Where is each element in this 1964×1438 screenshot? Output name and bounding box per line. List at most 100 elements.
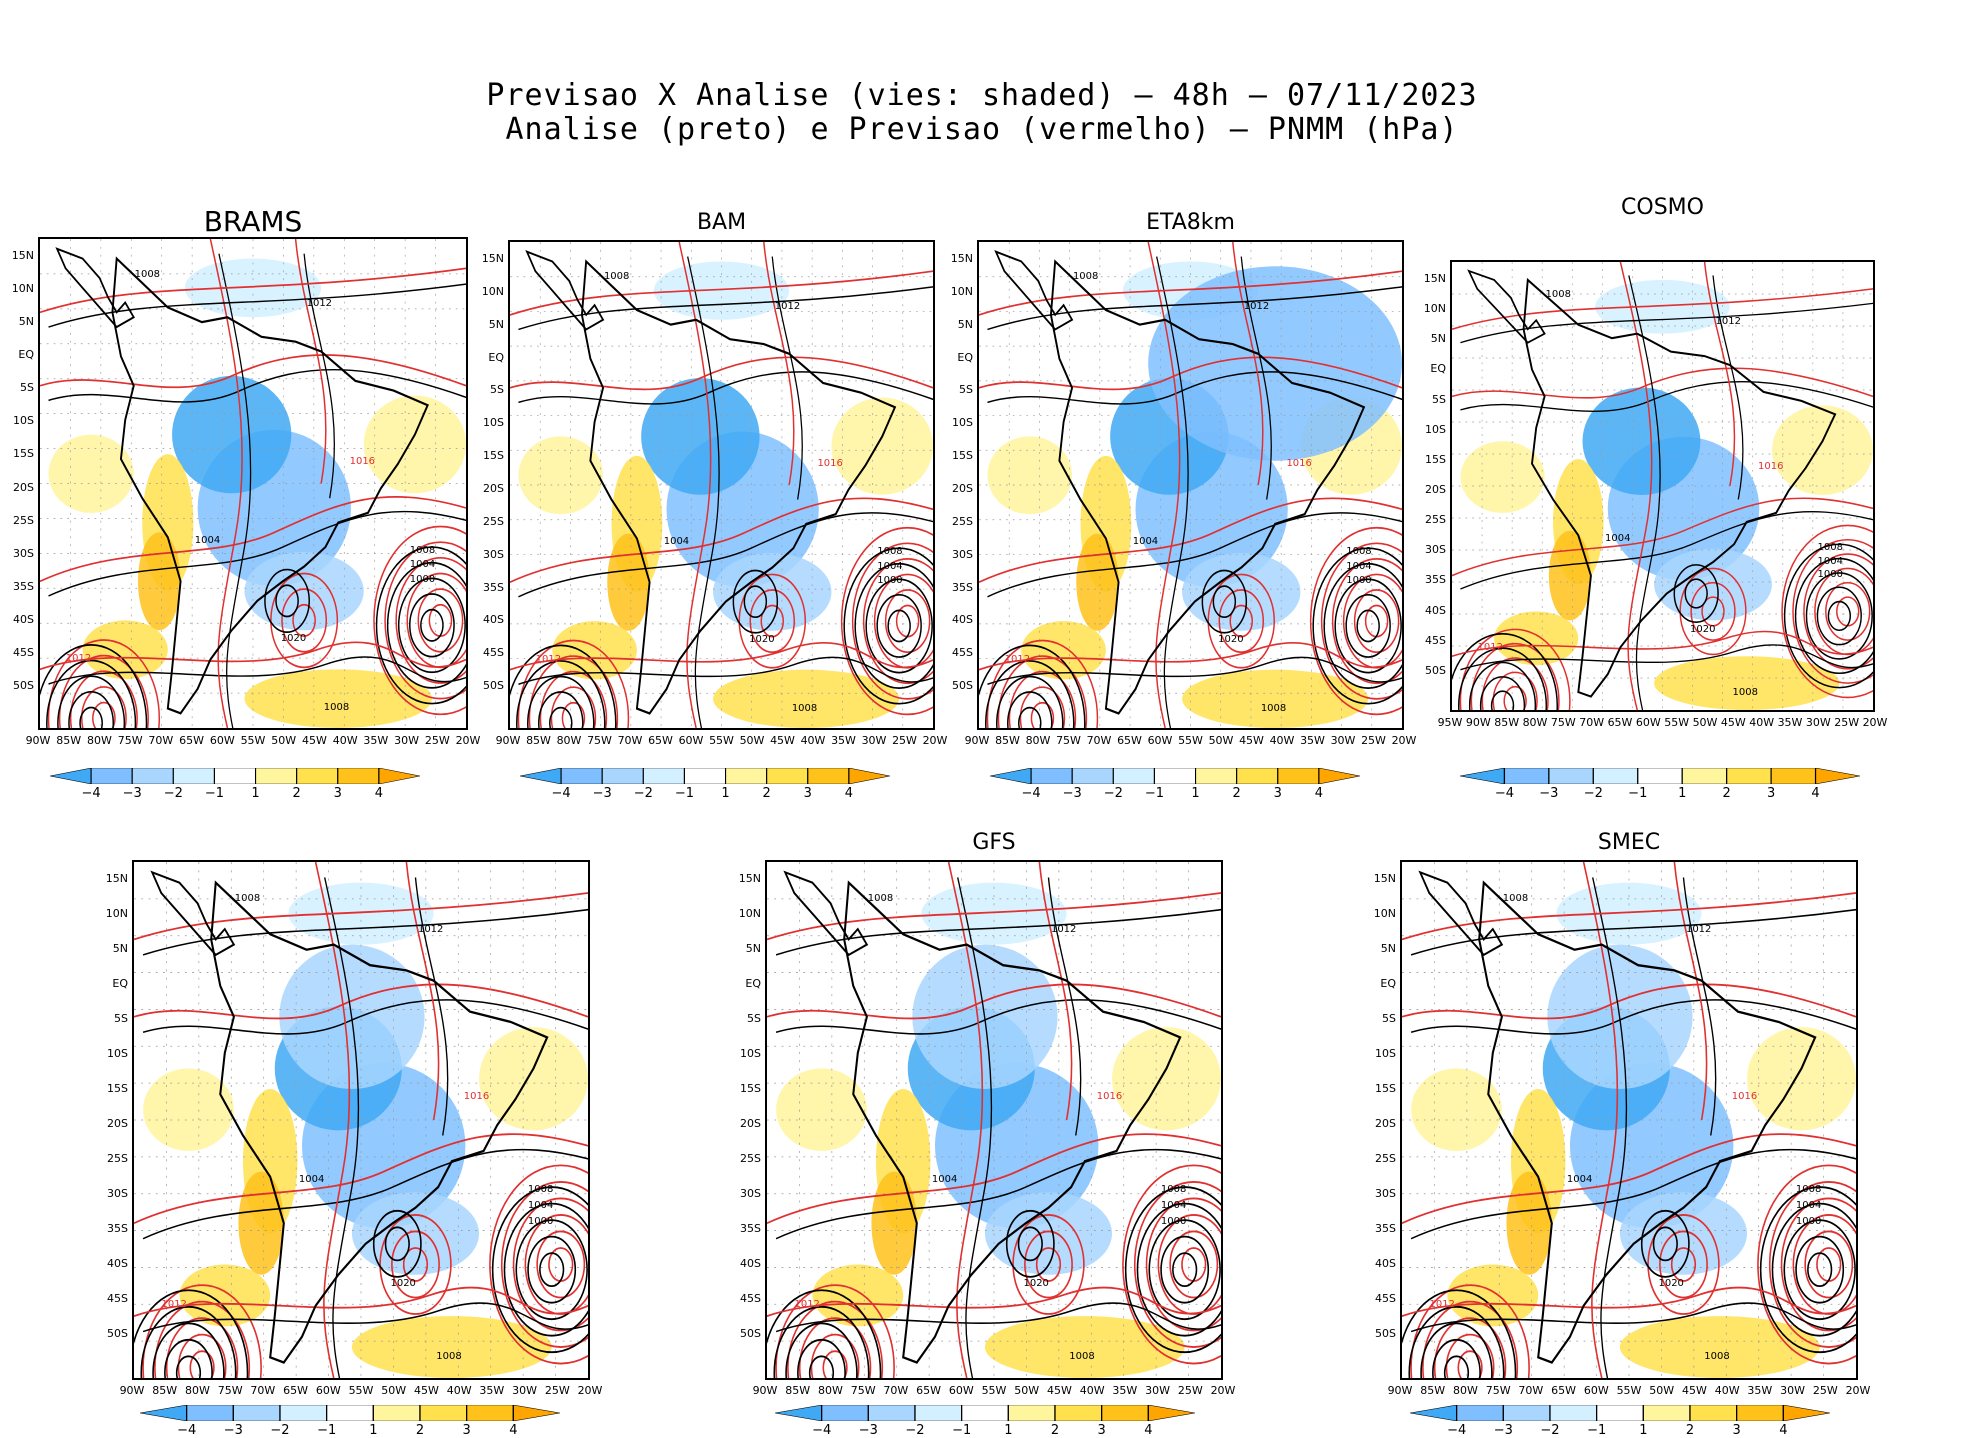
lon-label: 35W xyxy=(1112,1384,1138,1397)
lat-label: 20S xyxy=(740,1117,761,1130)
isobar-ring xyxy=(1410,1284,1530,1378)
lon-label: 25W xyxy=(544,1384,570,1397)
lon-label: 70W xyxy=(1518,1384,1544,1397)
lon-label: 65W xyxy=(916,1384,941,1397)
isobar-ring xyxy=(1794,557,1873,675)
colorbar-label: 1 xyxy=(1678,786,1687,801)
bias-shade-2 xyxy=(984,1192,1113,1275)
analysis-isobar xyxy=(987,371,1402,405)
lon-label: 60W xyxy=(1635,716,1661,729)
lon-label: 30W xyxy=(512,1384,537,1397)
bias-shade-5 xyxy=(831,397,933,495)
lat-label: 25S xyxy=(1375,1152,1396,1165)
isobar-ring xyxy=(177,1333,227,1378)
lat-label: 5S xyxy=(20,381,34,395)
isobar-label: 1020 xyxy=(280,633,307,645)
lon-label: 85W xyxy=(56,734,82,747)
lon-label: 75W xyxy=(587,734,612,747)
lat-label: 25S xyxy=(483,514,504,528)
analysis-isobar xyxy=(518,371,933,405)
colorbar-label: −2 xyxy=(905,1423,925,1438)
isobar-label: 1020 xyxy=(1690,623,1716,635)
colorbar-segment xyxy=(50,768,92,784)
analysis-isobar xyxy=(518,286,933,331)
colorbar-label: 2 xyxy=(762,786,771,801)
map-canvas xyxy=(134,862,588,1378)
lat-label: 10S xyxy=(952,416,973,430)
analysis-isobar xyxy=(1410,1302,1856,1333)
isobar-ring xyxy=(1481,657,1549,710)
lat-label: 15S xyxy=(107,1082,128,1095)
bias-shade-5 xyxy=(1747,1027,1856,1131)
isobar-ring xyxy=(1201,569,1248,634)
colorbar-label: 2 xyxy=(1050,1423,1060,1438)
isobar-ring xyxy=(384,1226,410,1262)
panel-title-0: BRAMS xyxy=(203,205,303,238)
colorbar-segment xyxy=(1503,768,1550,784)
isobar-label: 1008 xyxy=(134,268,161,280)
isobar-label: 1000 xyxy=(409,574,436,586)
forecast-isobar xyxy=(209,239,243,728)
lon-label: 85W xyxy=(995,734,1020,747)
colorbar-segment xyxy=(1592,768,1639,784)
lon-label: 30W xyxy=(1780,1384,1805,1397)
lat-label: 5N xyxy=(1380,942,1396,955)
lat-label: 50S xyxy=(1375,1327,1396,1340)
isobar-ring xyxy=(539,670,608,728)
isobar-ring xyxy=(876,593,922,658)
lat-label: 40S xyxy=(13,612,34,626)
colorbar-segment xyxy=(512,1405,560,1421)
isobar-ring xyxy=(979,644,1086,728)
bias-shade-4 xyxy=(1506,1171,1552,1275)
isobar-ring xyxy=(536,1230,586,1299)
analysis-isobar xyxy=(1460,511,1873,590)
forecast-isobar xyxy=(1582,862,1619,1378)
isobar-ring xyxy=(822,1350,848,1378)
colorbar-label: −2 xyxy=(1103,786,1123,801)
colorbar-label: −3 xyxy=(1493,1423,1513,1438)
isobar-ring xyxy=(417,588,464,653)
isobar-ring xyxy=(1312,547,1402,705)
colorbar-segment xyxy=(1054,1405,1103,1421)
lat-label: 25S xyxy=(740,1152,761,1165)
colorbar-label: 4 xyxy=(844,786,854,801)
colorbar-label: −3 xyxy=(592,786,612,801)
bias-shade-6 xyxy=(1460,441,1545,513)
isobar-ring xyxy=(1827,600,1852,632)
central-america-outline xyxy=(1418,870,1504,957)
forecast-isobar xyxy=(1232,242,1264,486)
bias-shade-4 xyxy=(238,1171,284,1275)
colorbar-segment xyxy=(520,768,562,784)
colorbar-label: −2 xyxy=(1540,1423,1560,1438)
lon-label: 25W xyxy=(892,734,917,747)
isobar-ring xyxy=(175,1355,202,1378)
lon-label: 40W xyxy=(1079,1384,1105,1397)
analysis-isobar xyxy=(775,908,1221,956)
colorbar-label: −2 xyxy=(1583,786,1603,801)
lon-label: 90W xyxy=(964,734,990,747)
continent-outline xyxy=(1478,880,1817,1364)
lon-label: 60W xyxy=(948,1384,974,1397)
isobar-label: 1008 xyxy=(1545,289,1571,301)
continent-outline xyxy=(580,259,897,715)
analysis-isobar xyxy=(218,253,252,728)
bias-shade-2 xyxy=(1654,548,1772,621)
lat-label: EQ xyxy=(1380,977,1396,990)
colorbar-segment xyxy=(1814,768,1860,784)
lat-label: 5N xyxy=(1430,332,1446,346)
lat-label: 5N xyxy=(745,942,761,955)
isobar-ring xyxy=(409,593,455,658)
isobar-ring xyxy=(92,701,116,728)
isobar-ring xyxy=(384,541,466,700)
colorbar-segment xyxy=(601,768,644,784)
analysis-isobar xyxy=(142,1302,588,1333)
isobar-ring xyxy=(887,609,911,643)
lat-label: 5S xyxy=(1432,392,1446,406)
isobar-ring xyxy=(851,542,933,700)
isobar-label: 1012 xyxy=(535,653,562,665)
lat-label: 45S xyxy=(740,1292,761,1305)
isobar-ring xyxy=(152,1322,225,1378)
colorbar-segment xyxy=(326,1405,374,1421)
isobar-ring xyxy=(1124,1186,1221,1354)
isobar-label: 1016 xyxy=(463,1090,490,1102)
